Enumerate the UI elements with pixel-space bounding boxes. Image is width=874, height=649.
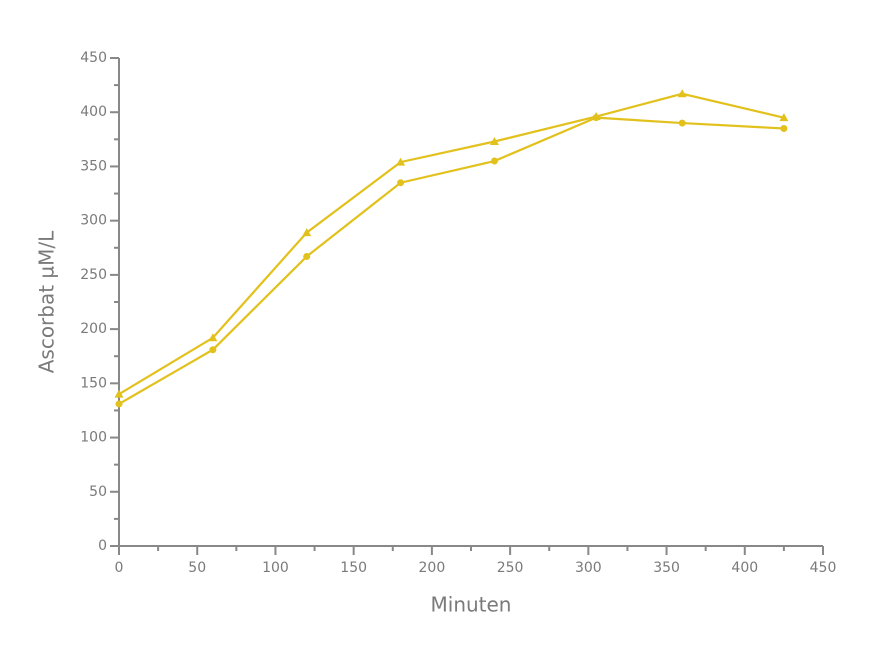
y-tick-label: 0 [98, 538, 107, 554]
x-tick-label: 200 [419, 560, 446, 576]
y-tick-label: 350 [80, 158, 107, 174]
series-line [118, 92, 785, 396]
x-tick-label: 50 [188, 560, 206, 576]
point-marker [114, 389, 124, 398]
y-tick-label: 200 [80, 321, 107, 337]
point-marker [677, 89, 687, 98]
point-marker [115, 400, 123, 408]
x-tick-label: 0 [115, 560, 124, 576]
series-line [118, 116, 784, 405]
point-marker [490, 157, 498, 165]
x-tick-label: 350 [653, 560, 680, 576]
y-tick-label: 300 [80, 213, 107, 229]
y-tick-label: 400 [80, 104, 107, 120]
x-axis-title: Minuten [431, 593, 512, 617]
y-tick-label: 100 [80, 430, 107, 446]
y-tick-label: 150 [80, 375, 107, 391]
x-tick-label: 450 [810, 560, 837, 576]
point-marker [489, 137, 499, 146]
point-marker [591, 112, 601, 121]
x-tick-label: 250 [497, 560, 524, 576]
point-marker [396, 157, 406, 166]
point-marker [780, 124, 788, 132]
point-marker [779, 113, 789, 122]
point-marker [678, 119, 686, 127]
x-tick-label: 300 [575, 560, 602, 576]
x-tick-label: 150 [340, 560, 367, 576]
y-tick-label: 50 [89, 484, 107, 500]
point-marker [302, 228, 312, 237]
x-tick-label: 100 [262, 560, 289, 576]
y-axis-title: Ascorbat µM/L [35, 230, 59, 373]
y-tick-label: 450 [80, 50, 107, 66]
point-marker [303, 252, 311, 260]
point-marker [397, 179, 405, 187]
x-tick-label: 400 [731, 560, 758, 576]
point-marker [209, 346, 217, 354]
y-tick-label: 250 [80, 267, 107, 283]
point-marker [208, 333, 218, 342]
